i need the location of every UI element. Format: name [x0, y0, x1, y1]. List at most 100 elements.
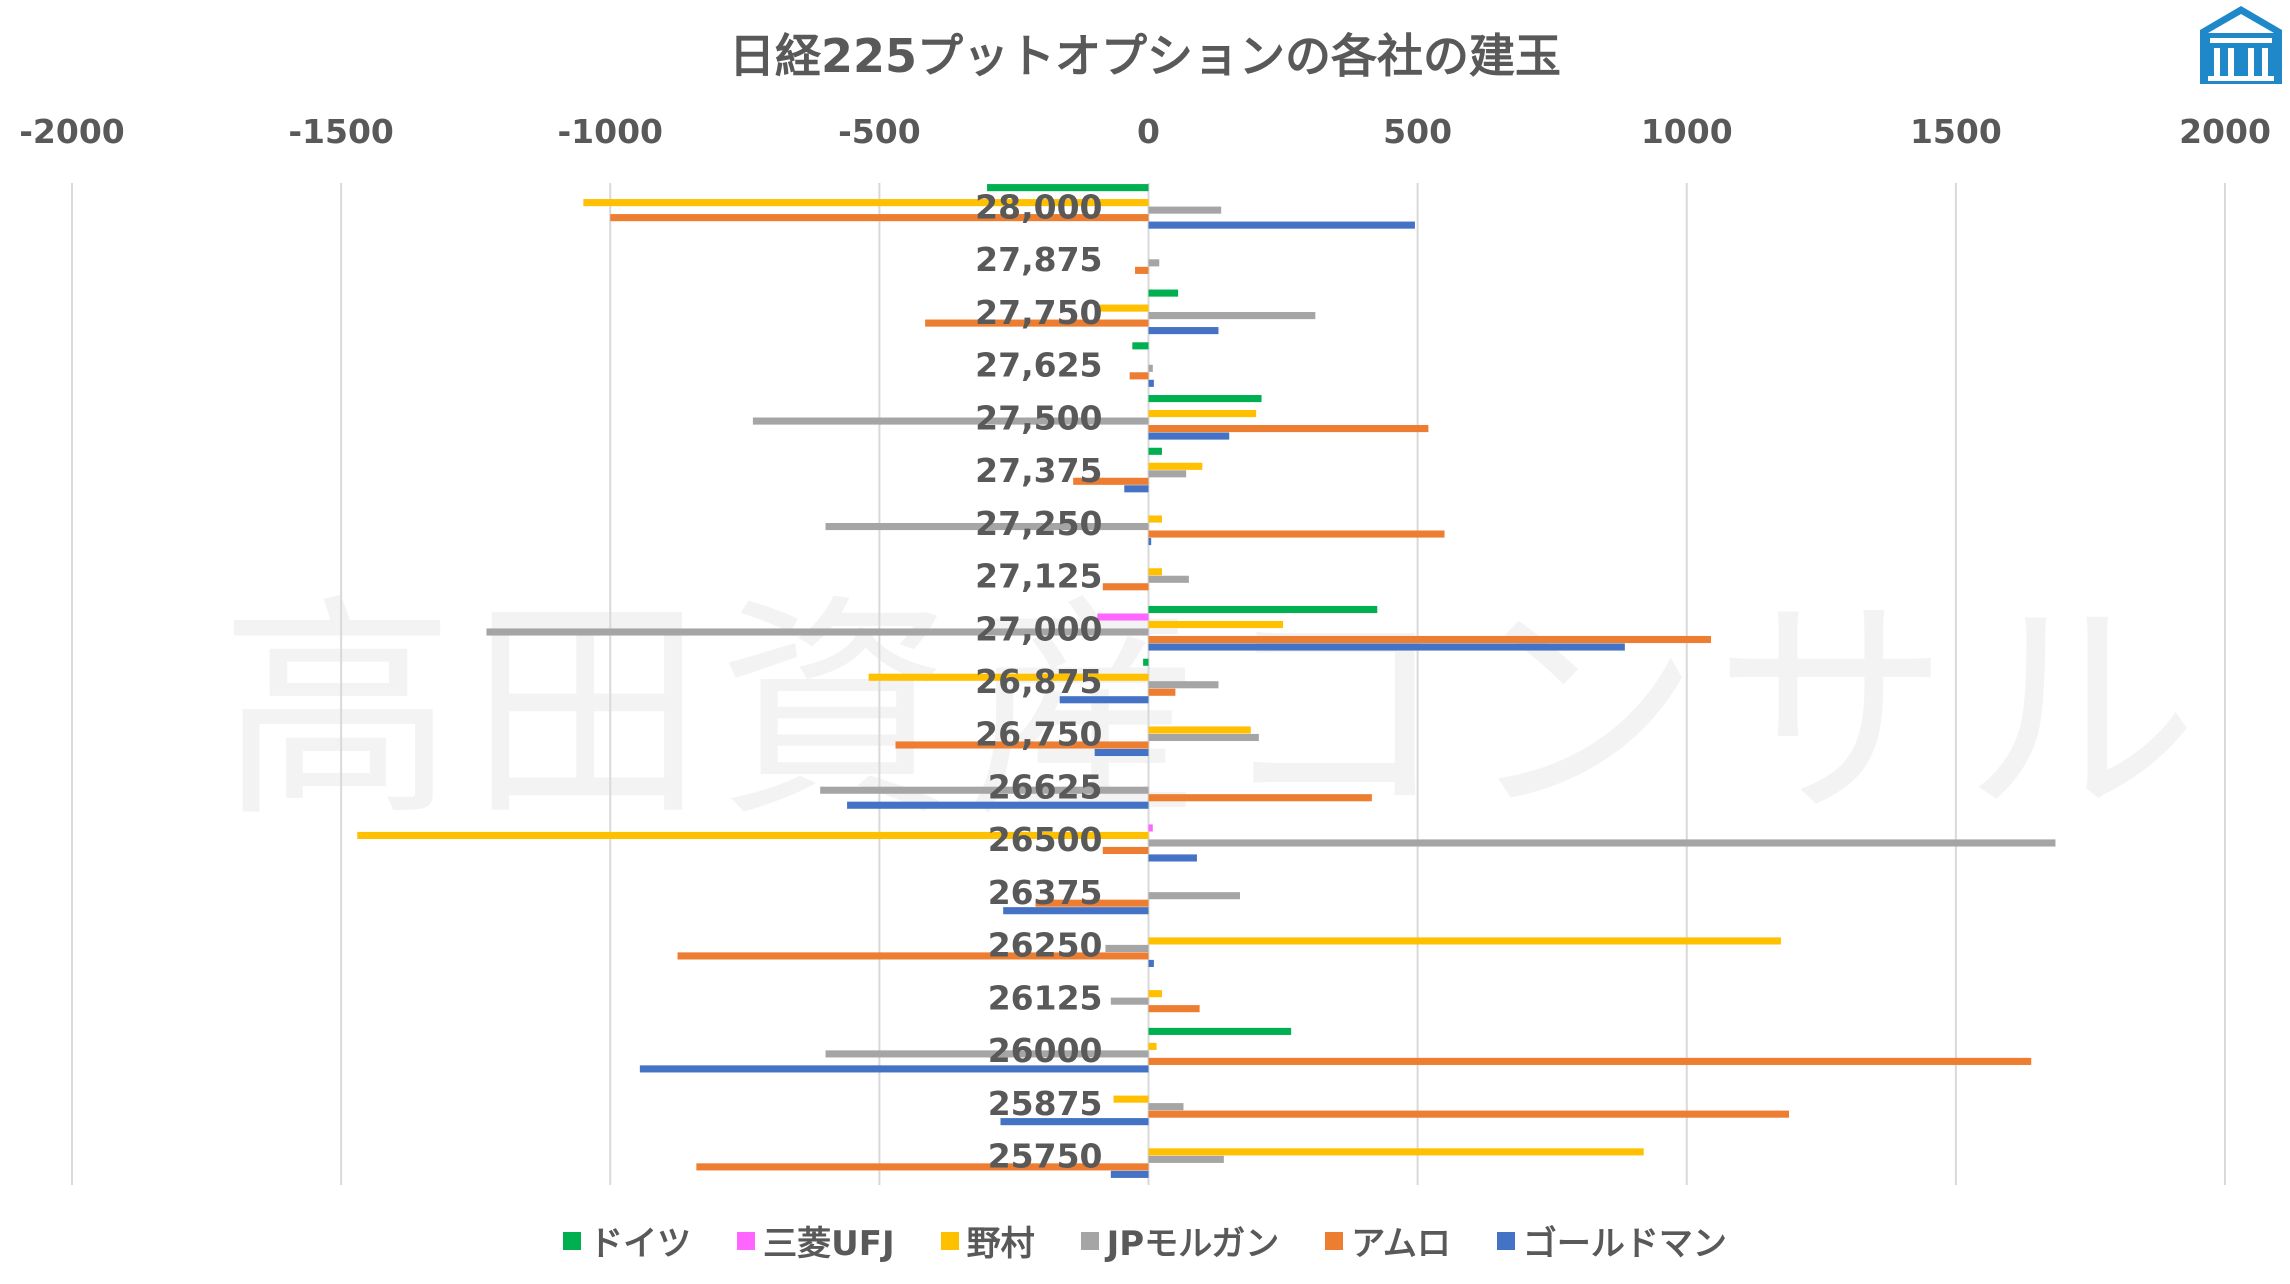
bar — [1148, 364, 1153, 372]
bar — [987, 184, 1149, 192]
bar — [1148, 1155, 1224, 1163]
bar — [1148, 327, 1219, 335]
gridlines — [71, 183, 2226, 1185]
bar — [1148, 515, 1162, 523]
category-label: 27,000 — [975, 609, 1102, 648]
category-label: 26,875 — [975, 662, 1102, 701]
x-tick-label: -1500 — [288, 112, 394, 151]
legend-item: ゴールドマン — [1496, 1216, 1727, 1265]
bar — [1148, 937, 1781, 945]
category-label: 26625 — [988, 767, 1103, 806]
bar — [868, 673, 1149, 681]
bar — [1148, 1027, 1292, 1035]
bar — [1148, 537, 1152, 546]
legend-swatch — [737, 1231, 756, 1250]
category-label: 27,875 — [975, 240, 1102, 279]
category-label: 27,500 — [975, 398, 1102, 437]
bar — [1148, 605, 1378, 614]
bar — [1148, 1110, 1790, 1118]
bar — [1059, 696, 1149, 704]
legend-label: アムロ — [1351, 1224, 1451, 1264]
x-tick-label: 2000 — [2179, 112, 2271, 151]
bar — [1148, 959, 1154, 967]
bar — [1148, 530, 1445, 538]
bar — [1148, 643, 1625, 651]
bar — [1148, 839, 2056, 847]
bar — [1148, 726, 1251, 734]
bar — [1148, 379, 1154, 387]
category-label: 25875 — [988, 1084, 1103, 1123]
category-label: 26000 — [988, 1031, 1103, 1070]
bar — [752, 417, 1149, 425]
legend-swatch — [940, 1231, 959, 1250]
category-label: 27,125 — [975, 557, 1102, 596]
x-tick-label: 500 — [1383, 112, 1452, 151]
bar — [1148, 1148, 1644, 1156]
bar — [677, 952, 1149, 960]
bar — [1148, 620, 1284, 629]
bar — [1148, 635, 1711, 644]
bar — [1135, 266, 1149, 274]
bar — [820, 786, 1149, 794]
legend-swatch — [563, 1231, 582, 1250]
bar — [1105, 944, 1149, 952]
bar — [1148, 688, 1176, 696]
chart-title: 日経225プットオプションの各社の建玉 — [728, 29, 1562, 83]
legend-label: ドイツ — [589, 1224, 692, 1264]
bar — [1148, 289, 1179, 297]
bar — [486, 628, 1149, 636]
bar — [696, 1163, 1149, 1171]
category-label: 27,375 — [975, 451, 1102, 490]
bar — [1148, 892, 1241, 900]
category-label: 25750 — [988, 1137, 1103, 1176]
bar — [357, 831, 1149, 840]
bar — [1148, 990, 1162, 998]
category-label: 28,000 — [975, 187, 1102, 226]
bar — [1148, 1005, 1200, 1013]
bar — [825, 522, 1149, 531]
legend: ドイツ 三菱UFJ 野村 JPモルガン アムロ ゴールドマン — [0, 1216, 2290, 1265]
bar — [925, 319, 1149, 327]
bar — [1124, 485, 1149, 493]
legend-label: 野村 — [966, 1224, 1035, 1264]
bar — [825, 1050, 1149, 1058]
bar — [1102, 583, 1149, 591]
bar — [1148, 312, 1316, 320]
category-label: 26250 — [988, 926, 1103, 965]
bar — [1148, 259, 1160, 267]
bars — [357, 184, 2056, 1178]
x-tick-label: -2000 — [19, 112, 125, 151]
bar — [1143, 658, 1149, 666]
legend-label: ゴールドマン — [1522, 1224, 1727, 1264]
bar — [1148, 1057, 2032, 1065]
bar — [1129, 372, 1149, 380]
legend-item: 野村 — [940, 1216, 1035, 1265]
bar — [1148, 395, 1262, 403]
bar — [1148, 854, 1197, 862]
bar — [1148, 568, 1162, 576]
bar — [847, 801, 1149, 809]
category-label: 27,250 — [975, 504, 1102, 543]
bar — [895, 741, 1149, 749]
legend-item: JPモルガン — [1080, 1216, 1279, 1265]
bar — [1148, 462, 1203, 470]
bar — [1148, 1042, 1157, 1050]
legend-swatch — [1325, 1231, 1344, 1250]
category-label: 27,750 — [975, 293, 1102, 332]
bar — [1148, 206, 1222, 214]
category-labels: 28,000 27,875 27,750 27,625 27,500 27,375 27,2… — [975, 187, 1102, 1175]
bar — [610, 214, 1149, 222]
building-logo-icon — [2200, 6, 2282, 84]
bar — [1148, 824, 1153, 832]
bar — [1073, 477, 1149, 485]
bar — [1097, 613, 1149, 621]
bar — [1148, 425, 1429, 433]
bar — [1148, 681, 1219, 689]
legend-label: 三菱UFJ — [763, 1224, 895, 1264]
bar — [639, 1065, 1149, 1073]
bar — [1094, 748, 1149, 757]
x-tick-label: -500 — [838, 112, 921, 151]
bar — [1110, 997, 1149, 1005]
bar — [1000, 1118, 1149, 1126]
